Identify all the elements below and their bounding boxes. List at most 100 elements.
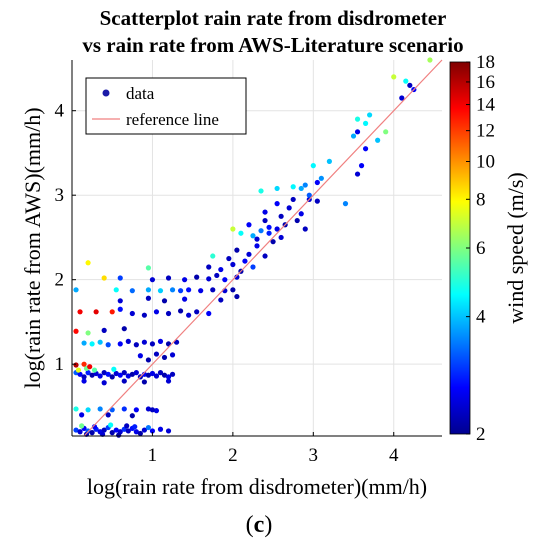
y-tick-label: 1 <box>55 354 65 375</box>
data-point <box>198 288 204 294</box>
y-tick-label: 3 <box>55 185 65 206</box>
data-point <box>157 426 164 432</box>
legend: data reference line <box>85 77 247 135</box>
data-point <box>294 217 300 224</box>
data-point <box>116 432 122 438</box>
data-point <box>246 251 252 257</box>
data-point <box>125 428 131 434</box>
data-point <box>354 129 361 135</box>
data-points <box>73 57 433 438</box>
colorbar-tick-label: 14 <box>476 95 496 116</box>
data-point <box>125 373 131 379</box>
data-point <box>125 338 131 344</box>
data-point <box>145 295 152 301</box>
data-point <box>117 372 123 378</box>
x-tick-label: 3 <box>309 445 319 466</box>
data-point <box>81 378 87 384</box>
data-point <box>97 373 103 379</box>
data-point <box>101 327 107 333</box>
data-point <box>250 264 256 270</box>
data-point <box>153 408 160 414</box>
data-point <box>161 372 168 378</box>
data-point <box>117 275 123 281</box>
data-point <box>274 201 280 207</box>
data-point <box>137 430 143 437</box>
data-point <box>318 175 324 181</box>
data-point <box>206 264 212 270</box>
data-point <box>141 339 147 345</box>
data-point <box>177 308 184 314</box>
data-point <box>342 201 349 207</box>
data-point <box>222 277 228 283</box>
data-point <box>141 312 147 318</box>
caption-open-paren: ( <box>246 512 254 538</box>
data-point <box>161 298 168 304</box>
data-point <box>153 373 160 379</box>
data-point <box>274 226 280 232</box>
data-point <box>73 427 79 433</box>
data-point <box>89 341 95 347</box>
data-point <box>302 226 308 232</box>
y-tick-label: 2 <box>55 270 65 291</box>
data-point <box>149 407 156 413</box>
x-tick-label: 1 <box>148 445 158 466</box>
data-point <box>149 341 156 347</box>
colorbar-tick-label: 12 <box>476 121 495 142</box>
data-point <box>132 424 138 430</box>
data-point <box>133 342 139 348</box>
chart-title-line-2: vs rain rate from AWS-Literature scenari… <box>82 33 463 57</box>
data-point <box>214 272 220 279</box>
data-point <box>358 163 365 169</box>
reference-line <box>83 59 443 437</box>
data-point <box>141 427 147 433</box>
data-point <box>326 158 332 164</box>
data-point <box>354 171 361 177</box>
data-point <box>153 309 160 315</box>
data-point <box>117 341 123 347</box>
data-point <box>298 185 304 192</box>
data-point <box>101 427 107 433</box>
legend-box <box>85 77 247 135</box>
data-point <box>367 112 373 118</box>
x-axis-ticks: 1 2 3 4 <box>148 432 399 466</box>
x-axis-label: log(rain rate from disdrometer)(mm/h) <box>87 474 427 499</box>
data-point <box>165 428 172 434</box>
data-point <box>129 288 135 294</box>
data-point <box>141 371 147 377</box>
y-tick-label: 4 <box>55 101 65 122</box>
data-point <box>169 371 176 377</box>
data-point <box>218 297 224 303</box>
data-point <box>145 265 152 271</box>
data-point <box>145 287 152 293</box>
legend-label-reference-line: reference line <box>126 110 219 129</box>
x-tick-label: 4 <box>389 445 399 466</box>
data-point <box>182 277 188 283</box>
data-point <box>149 277 156 283</box>
data-point <box>97 406 103 412</box>
data-point <box>91 424 98 430</box>
data-point <box>298 211 304 217</box>
data-point <box>290 184 296 190</box>
data-point <box>234 293 240 300</box>
data-point <box>79 412 85 418</box>
data-point <box>85 407 91 413</box>
data-point <box>266 230 272 236</box>
colorbar-tick-label: 16 <box>476 72 495 93</box>
data-point <box>383 129 389 135</box>
data-point <box>206 310 212 317</box>
data-point <box>105 342 111 348</box>
data-point <box>177 288 184 294</box>
data-point <box>109 309 115 315</box>
data-point <box>302 182 308 188</box>
data-point <box>306 192 312 198</box>
data-point <box>81 374 87 380</box>
data-point <box>85 330 91 336</box>
data-point <box>133 429 139 435</box>
data-point <box>77 371 83 377</box>
data-point <box>165 310 172 317</box>
data-point <box>234 274 240 280</box>
data-point <box>133 407 139 413</box>
data-point <box>157 338 164 344</box>
data-point <box>258 188 264 194</box>
data-point <box>89 430 95 436</box>
